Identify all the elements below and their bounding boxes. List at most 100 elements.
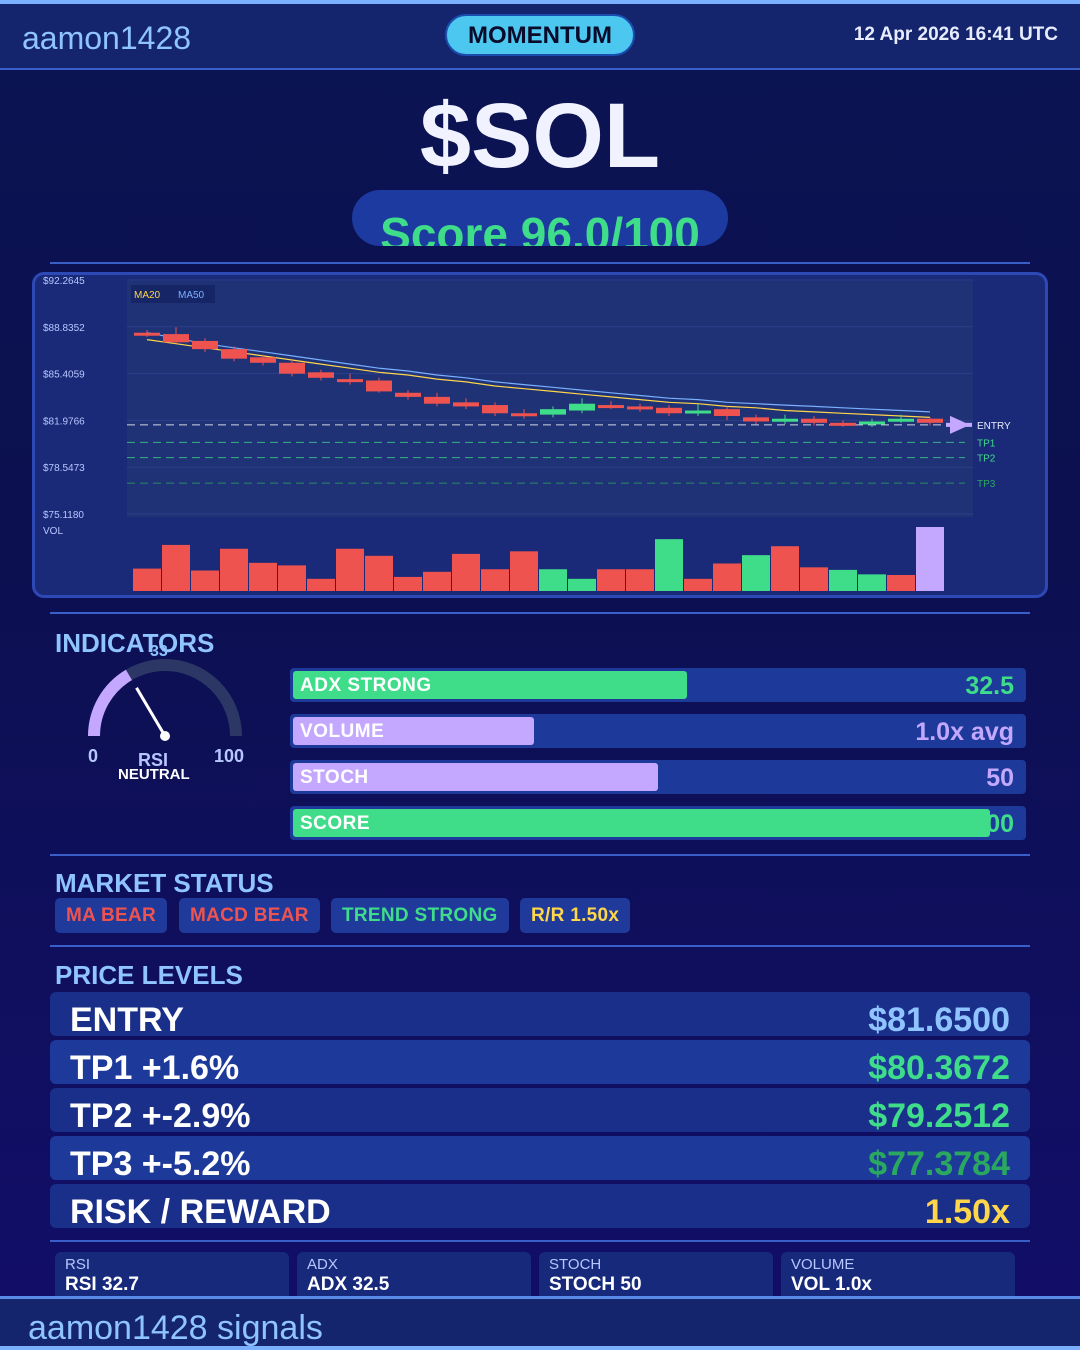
candle-body (337, 379, 363, 383)
y-tick-label: $85.4059 (43, 370, 85, 381)
price-level-label: ENTRY (977, 421, 1011, 432)
volume-bar (684, 578, 712, 591)
adx-bar-value: 32.5 (965, 672, 1014, 700)
rsi-value: 33 (150, 643, 168, 660)
volume-bar (800, 567, 828, 591)
candle-body (511, 413, 537, 417)
price-row-label: ENTRY (70, 1001, 184, 1039)
y-tick-label: $78.5473 (43, 463, 85, 474)
volume-bar (133, 568, 161, 591)
mini-stat-value: ADX 32.5 (307, 1274, 390, 1295)
candle-body (366, 380, 392, 392)
rsi-max-label: 100 (214, 746, 244, 766)
price-row-label: TP1 +1.6% (70, 1049, 240, 1087)
volume-bar (481, 569, 509, 591)
volume-bar: VOLUME 1.0x avg (290, 714, 1026, 748)
footer-text: aamon1428 signals (28, 1309, 323, 1347)
price-row-value: $77.3784 (868, 1145, 1010, 1183)
price-row-value: 1.50x (924, 1193, 1010, 1231)
candle-body (772, 418, 798, 422)
candle-body (453, 402, 479, 407)
volume-bar-value: 1.0x avg (915, 718, 1014, 746)
rsi-gauge-hub (160, 731, 170, 741)
price-chart: $92.2645 $88.8352 $85.4059 $81.9766 $78.5473… (43, 276, 1011, 591)
candle-body (598, 405, 624, 409)
candle-body (569, 403, 595, 411)
volume-bar (394, 576, 422, 591)
candle-body (859, 421, 885, 425)
status-tag-ma: MA BEAR (55, 898, 168, 933)
mini-stat-key: ADX (307, 1256, 338, 1273)
rsi-gauge-track (88, 659, 242, 737)
volume-bar (278, 565, 306, 591)
volume-bar (887, 575, 915, 591)
divider (50, 854, 1030, 856)
price-level-label: TP2 (977, 454, 996, 465)
volume-bar (162, 544, 190, 591)
price-row-tp2: TP2 +-2.9% $79.2512 (50, 1088, 1030, 1135)
divider (50, 1240, 1030, 1242)
rsi-gauge: 33 0 100 RSI NEUTRAL (80, 640, 250, 790)
volume-bar (539, 569, 567, 591)
ma50-line (146, 332, 931, 413)
price-row-value: $80.3672 (868, 1049, 1010, 1087)
status-tag-trend: TREND STRONG (331, 898, 509, 933)
candle-body (801, 418, 827, 423)
adx-bar-label: ADX STRONG (300, 675, 432, 696)
y-tick-label: $75.1180 (43, 510, 84, 521)
volume-bar (916, 527, 944, 591)
volume-bar (249, 562, 277, 591)
volume-bar (365, 555, 393, 591)
volume-bar (220, 548, 248, 591)
header-bar: aamon1428 MOMENTUM 12 Apr 2026 16:41 UTC (0, 4, 1080, 70)
mini-stat-rsi: RSI RSI 32.7 (55, 1252, 289, 1296)
score-bar: SCORE 00 (290, 806, 1026, 840)
stoch-bar-fill (293, 763, 658, 791)
volume-bar (191, 570, 219, 591)
mini-stat-key: VOLUME (791, 1256, 855, 1273)
mini-stat-adx: ADX ADX 32.5 (297, 1252, 531, 1296)
volume-bar (655, 539, 683, 591)
price-row-tp3: TP3 +-5.2% $77.3784 (50, 1136, 1030, 1183)
y-tick-label: $88.8352 (43, 323, 85, 334)
market-status-title: MARKET STATUS (55, 868, 274, 898)
volume-bar-label: VOLUME (300, 721, 385, 742)
candle-body (308, 372, 334, 378)
volume-bar (713, 563, 741, 591)
candle-body (830, 422, 856, 426)
rsi-gauge-fill (88, 669, 133, 737)
ticker-symbol: $SOL (419, 85, 661, 187)
candle-body (743, 417, 769, 422)
mini-stat-key: RSI (65, 1256, 91, 1273)
volume-bar (510, 551, 538, 591)
price-row-label: RISK / REWARD (70, 1193, 331, 1231)
divider (50, 262, 1030, 264)
price-row-risk-reward: RISK / REWARD 1.50x (50, 1184, 1030, 1231)
mini-stat-stoch: STOCH STOCH 50 (539, 1252, 773, 1296)
mini-stat-volume: VOLUME VOL 1.0x (781, 1252, 1015, 1296)
price-row-label: TP2 +-2.9% (70, 1097, 251, 1135)
candle-body (627, 406, 653, 410)
candle-body (192, 340, 218, 350)
timestamp: 12 Apr 2026 16:41 UTC (853, 24, 1058, 45)
stoch-bar-label: STOCH (300, 767, 369, 788)
adx-bar: ADX STRONG 32.5 (290, 668, 1026, 702)
candle-body (714, 409, 740, 416)
y-tick-label: $81.9766 (43, 416, 85, 427)
price-level-label: TP3 (977, 479, 996, 490)
chart-legend-box (131, 285, 215, 303)
score-badge: Score 96.0/100 (352, 190, 728, 246)
brand-name: aamon1428 (22, 20, 192, 56)
volume-bar (829, 569, 857, 591)
price-levels-title: PRICE LEVELS (55, 960, 243, 990)
legend-ma50: MA50 (178, 290, 205, 301)
price-row-value: $79.2512 (868, 1097, 1010, 1135)
legend-ma20: MA20 (134, 290, 161, 301)
candle-body (163, 334, 189, 343)
volume-bar (568, 578, 596, 591)
volume-axis-label: VOL (43, 526, 63, 537)
price-row-tp1: TP1 +1.6% $80.3672 (50, 1040, 1030, 1087)
rsi-label: RSI (138, 750, 168, 770)
volume-bar (423, 571, 451, 591)
volume-bar (307, 578, 335, 591)
